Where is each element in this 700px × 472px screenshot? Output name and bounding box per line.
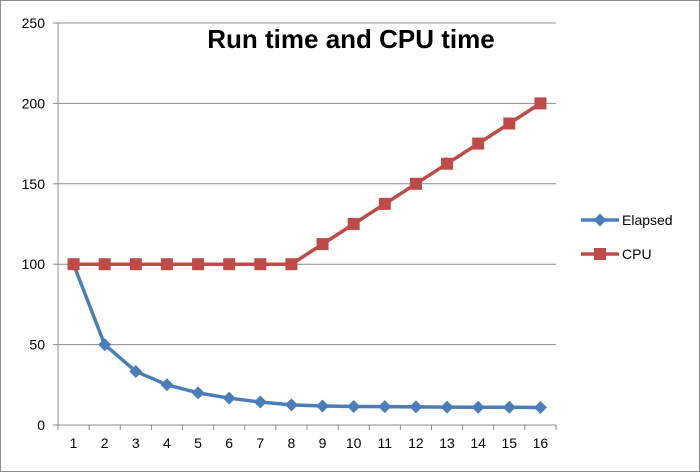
data-point-cpu	[129, 258, 142, 271]
chart-title: Run time and CPU time	[207, 24, 494, 54]
x-tick-label: 14	[470, 435, 486, 451]
data-point-cpu	[347, 218, 360, 230]
x-tick-label: 8	[288, 435, 296, 451]
series-line-cpu	[73, 101, 542, 266]
data-point-cpu	[472, 137, 485, 150]
series-line-elapsed	[71, 263, 541, 410]
data-point-elapsed	[160, 378, 174, 392]
y-tick-label: 200	[22, 95, 46, 111]
data-point-elapsed	[378, 400, 392, 414]
data-point-elapsed	[533, 400, 547, 414]
x-tick-label: 11	[378, 435, 393, 451]
y-tick-label: 100	[22, 256, 46, 272]
legend-item-elapsed: Elapsed	[581, 212, 673, 228]
legend-label: CPU	[622, 246, 652, 262]
gridlines	[58, 22, 556, 346]
data-point-cpu	[160, 258, 173, 271]
data-point-elapsed	[347, 400, 361, 414]
x-tick-label: 12	[408, 435, 424, 451]
series-layer	[67, 97, 547, 414]
data-point-cpu	[409, 177, 422, 190]
data-point-cpu	[316, 238, 329, 251]
data-point-cpu	[67, 258, 80, 271]
x-tick-label: 5	[194, 435, 202, 451]
x-tick-label: 4	[163, 435, 171, 451]
series-cpu	[67, 97, 547, 271]
data-point-cpu	[441, 157, 454, 170]
data-point-cpu	[285, 258, 298, 271]
x-tick-label: 3	[132, 435, 140, 451]
data-point-elapsed	[409, 400, 423, 414]
x-tick-label: 13	[439, 435, 455, 451]
y-tick-label: 250	[22, 15, 46, 31]
data-point-elapsed	[222, 391, 236, 405]
data-point-elapsed	[98, 338, 112, 352]
data-point-cpu	[378, 197, 391, 210]
y-tick-label: 150	[22, 176, 46, 192]
legend-swatch-marker	[594, 248, 606, 260]
legend-item-cpu: CPU	[581, 246, 652, 262]
data-point-cpu	[534, 97, 547, 110]
x-tick-label: 2	[101, 435, 109, 451]
data-point-cpu	[503, 117, 516, 130]
data-point-elapsed	[191, 386, 205, 400]
y-tick-label: 0	[37, 417, 45, 433]
legend-swatch-marker	[593, 213, 607, 227]
y-tick-label: 50	[29, 337, 45, 353]
legend-label: Elapsed	[622, 212, 673, 228]
data-point-elapsed	[284, 398, 298, 412]
data-point-elapsed	[253, 395, 267, 409]
x-tick-label: 15	[502, 435, 518, 451]
data-point-elapsed	[502, 400, 516, 414]
data-point-elapsed	[316, 399, 330, 413]
data-point-elapsed	[129, 364, 143, 378]
data-point-cpu	[192, 258, 205, 271]
series-elapsed	[67, 257, 547, 414]
x-tick-label: 16	[533, 435, 549, 451]
data-point-elapsed	[471, 400, 485, 414]
x-tick-label: 1	[70, 435, 78, 451]
x-tick-label: 6	[225, 435, 233, 451]
legend: Elapsed CPU	[581, 212, 673, 262]
x-tick-label: 7	[256, 435, 264, 451]
x-tick-label: 9	[319, 435, 327, 451]
data-point-cpu	[254, 258, 267, 271]
data-point-cpu	[98, 258, 111, 271]
x-tick-label: 10	[346, 435, 362, 451]
data-point-cpu	[223, 258, 236, 271]
data-point-elapsed	[440, 400, 454, 414]
